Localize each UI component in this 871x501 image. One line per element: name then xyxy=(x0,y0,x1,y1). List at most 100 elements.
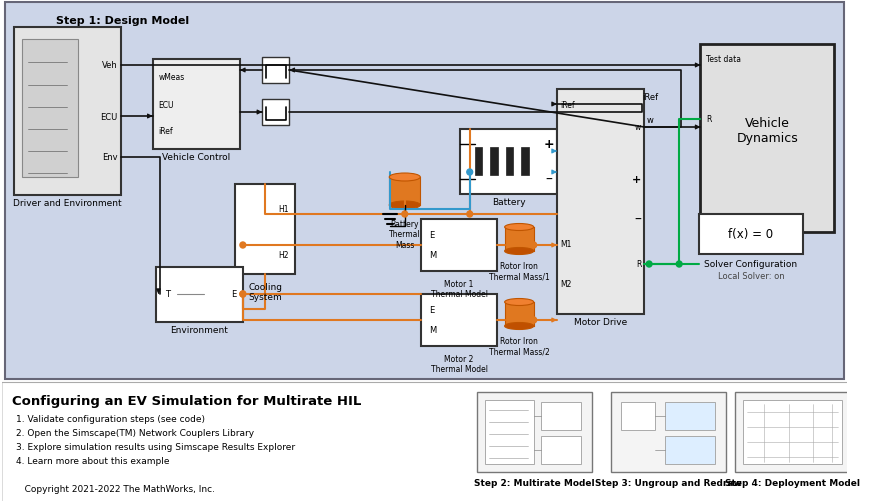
Circle shape xyxy=(467,211,473,217)
FancyBboxPatch shape xyxy=(665,436,715,464)
Text: Driver and Environment: Driver and Environment xyxy=(13,199,122,208)
Text: ECU: ECU xyxy=(100,112,118,121)
Text: Step 2: Multirate Model: Step 2: Multirate Model xyxy=(475,478,595,487)
Circle shape xyxy=(646,262,652,268)
FancyBboxPatch shape xyxy=(475,148,483,176)
Text: Step 4: Deployment Model: Step 4: Deployment Model xyxy=(725,478,860,487)
FancyBboxPatch shape xyxy=(743,400,842,464)
FancyBboxPatch shape xyxy=(14,28,121,195)
Text: M2: M2 xyxy=(560,280,571,289)
Text: Step 1: Design Model: Step 1: Design Model xyxy=(56,16,189,26)
Text: 3. Explore simulation results using Simscape Results Explorer: 3. Explore simulation results using Sims… xyxy=(16,442,295,451)
FancyBboxPatch shape xyxy=(521,148,529,176)
Circle shape xyxy=(240,292,246,298)
Text: Battery
Thermal
Mass: Battery Thermal Mass xyxy=(389,219,421,249)
FancyBboxPatch shape xyxy=(541,436,581,464)
FancyBboxPatch shape xyxy=(460,130,557,194)
Text: iRef: iRef xyxy=(159,127,173,136)
Circle shape xyxy=(402,211,408,217)
Ellipse shape xyxy=(504,248,534,255)
Text: R: R xyxy=(706,115,712,124)
Circle shape xyxy=(240,242,246,248)
Text: iRef: iRef xyxy=(642,93,658,102)
Text: 1. Validate configuration steps (see code): 1. Validate configuration steps (see cod… xyxy=(16,414,205,423)
Text: w: w xyxy=(635,123,641,132)
FancyBboxPatch shape xyxy=(557,90,645,314)
Text: H1: H1 xyxy=(279,205,289,214)
FancyBboxPatch shape xyxy=(422,295,496,346)
FancyBboxPatch shape xyxy=(490,148,498,176)
FancyBboxPatch shape xyxy=(611,392,726,472)
Text: Rotor Iron
Thermal Mass/1: Rotor Iron Thermal Mass/1 xyxy=(489,262,550,281)
Text: Configuring an EV Simulation for Multirate HIL: Configuring an EV Simulation for Multira… xyxy=(12,394,361,407)
Circle shape xyxy=(467,170,473,176)
FancyBboxPatch shape xyxy=(235,185,295,275)
Text: E: E xyxy=(231,290,236,299)
FancyBboxPatch shape xyxy=(485,400,534,464)
Text: M1: M1 xyxy=(560,240,571,249)
Text: Rotor Iron
Thermal Mass/2: Rotor Iron Thermal Mass/2 xyxy=(489,336,550,356)
Text: M: M xyxy=(429,251,436,260)
FancyBboxPatch shape xyxy=(22,40,78,178)
Text: R: R xyxy=(636,260,641,269)
Circle shape xyxy=(240,292,246,298)
FancyBboxPatch shape xyxy=(699,214,803,255)
Text: Motor Drive: Motor Drive xyxy=(574,318,627,327)
FancyBboxPatch shape xyxy=(422,219,496,272)
FancyBboxPatch shape xyxy=(665,402,715,430)
Circle shape xyxy=(530,317,537,323)
FancyBboxPatch shape xyxy=(700,45,834,232)
Text: Solver Configuration: Solver Configuration xyxy=(705,260,798,269)
Circle shape xyxy=(676,262,682,268)
Ellipse shape xyxy=(389,174,421,182)
FancyBboxPatch shape xyxy=(262,58,289,84)
Text: w: w xyxy=(646,116,653,125)
FancyBboxPatch shape xyxy=(152,60,240,150)
Text: Battery: Battery xyxy=(492,198,525,207)
Text: T: T xyxy=(165,290,170,299)
Text: Vehicle
Dynamics: Vehicle Dynamics xyxy=(737,117,798,145)
Text: iRef: iRef xyxy=(560,100,575,109)
Text: Motor 2
Thermal Model: Motor 2 Thermal Model xyxy=(430,354,488,374)
Text: Veh: Veh xyxy=(102,62,118,70)
Text: f(x) = 0: f(x) = 0 xyxy=(728,228,773,241)
Text: ECU: ECU xyxy=(159,100,174,109)
Text: E: E xyxy=(429,231,435,240)
Text: M: M xyxy=(429,326,436,335)
Ellipse shape xyxy=(389,201,421,209)
Text: 2. Open the Simscape(TM) Network Couplers Library: 2. Open the Simscape(TM) Network Coupler… xyxy=(16,428,254,437)
Text: E: E xyxy=(429,306,435,315)
Text: –: – xyxy=(546,173,553,187)
Ellipse shape xyxy=(504,323,534,330)
Text: +: + xyxy=(632,175,641,185)
Text: Cooling
System: Cooling System xyxy=(248,283,282,302)
Text: Copyright 2021-2022 The MathWorks, Inc.: Copyright 2021-2022 The MathWorks, Inc. xyxy=(16,484,215,493)
FancyBboxPatch shape xyxy=(735,392,850,472)
FancyBboxPatch shape xyxy=(505,148,513,176)
FancyBboxPatch shape xyxy=(389,178,421,205)
FancyBboxPatch shape xyxy=(3,382,847,501)
FancyBboxPatch shape xyxy=(477,392,592,472)
FancyBboxPatch shape xyxy=(5,3,844,379)
Text: Motor 1
Thermal Model: Motor 1 Thermal Model xyxy=(430,280,488,299)
Ellipse shape xyxy=(504,299,534,306)
FancyBboxPatch shape xyxy=(504,227,534,252)
Text: Environment: Environment xyxy=(170,326,228,335)
Text: Local Solver: on: Local Solver: on xyxy=(718,272,784,281)
Text: Env: Env xyxy=(102,153,118,162)
Text: –: – xyxy=(634,212,641,226)
Text: wMeas: wMeas xyxy=(159,73,185,82)
Ellipse shape xyxy=(504,224,534,231)
FancyBboxPatch shape xyxy=(621,402,655,430)
Text: Vehicle Control: Vehicle Control xyxy=(162,153,231,162)
FancyBboxPatch shape xyxy=(156,268,243,322)
Text: Test data: Test data xyxy=(706,56,741,64)
Text: Step 3: Ungroup and Redraw: Step 3: Ungroup and Redraw xyxy=(595,478,742,487)
Text: 4. Learn more about this example: 4. Learn more about this example xyxy=(16,456,170,465)
Text: +: + xyxy=(544,138,555,151)
FancyBboxPatch shape xyxy=(262,100,289,126)
FancyBboxPatch shape xyxy=(541,402,581,430)
FancyBboxPatch shape xyxy=(504,303,534,326)
Text: H2: H2 xyxy=(279,250,289,259)
Circle shape xyxy=(530,242,537,248)
